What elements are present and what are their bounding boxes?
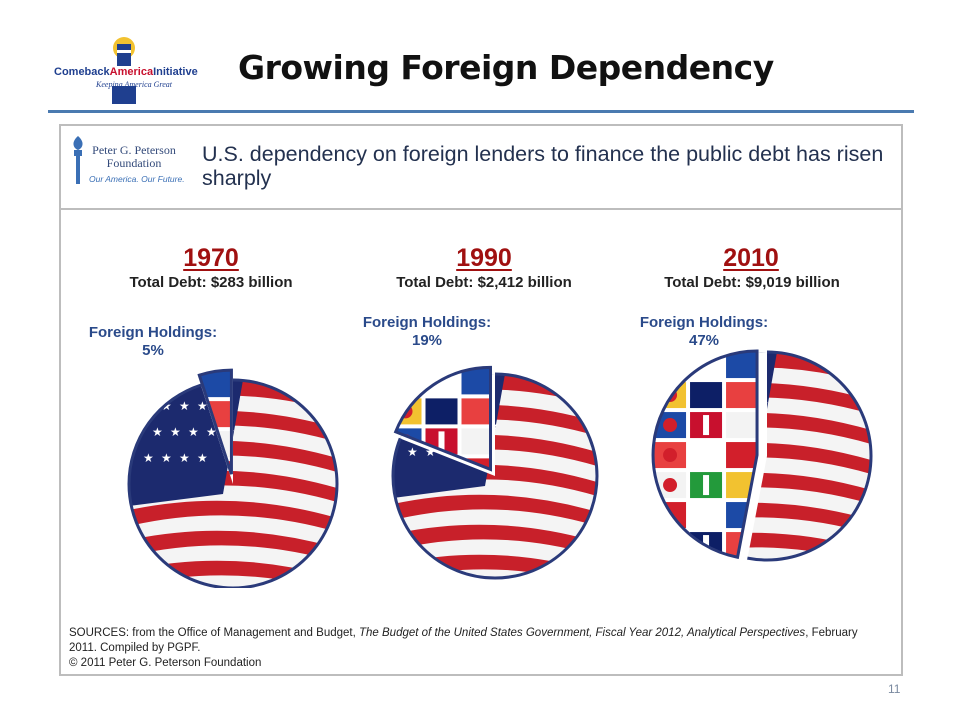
sources-title: The Budget of the United States Governme… (359, 627, 806, 639)
svg-text:★: ★ (188, 425, 199, 439)
svg-text:★: ★ (407, 445, 418, 459)
foreign-pct-2010: 47% (688, 332, 720, 349)
pie-rim (127, 378, 339, 588)
foreign-holdings-2010: Foreign Holdings: 47% (624, 314, 784, 350)
svg-text:★: ★ (161, 399, 172, 413)
foreign-pct-1970: 5% (142, 342, 164, 359)
copyright: © 2011 Peter G. Peterson Foundation (69, 657, 262, 669)
figure-headline: U.S. dependency on foreign lenders to fi… (202, 142, 884, 190)
pgpf-logo: Peter G. Peterson Foundation Our America… (65, 132, 185, 192)
foreign-label-1970: Foreign Holdings: (88, 324, 218, 341)
svg-text:★: ★ (206, 425, 217, 439)
svg-text:★: ★ (179, 451, 190, 465)
foreign-pct-1990: 19% (411, 332, 443, 349)
svg-text:★: ★ (161, 451, 172, 465)
figure-header: Peter G. Peterson Foundation Our America… (61, 126, 901, 210)
pie-rim (661, 350, 873, 562)
year-2010: 2010 (723, 244, 779, 272)
sources-note: SOURCES: from the Office of Management a… (69, 626, 879, 671)
svg-text:★: ★ (197, 399, 208, 413)
torch-icon (73, 136, 83, 184)
svg-text:★: ★ (197, 451, 208, 465)
logo-tagline: Keeping America Great (96, 80, 172, 89)
svg-text:★: ★ (143, 451, 154, 465)
total-debt-1970: Total Debt: $283 billion (129, 274, 293, 291)
sources-tail: , February 2011. Compiled by PGPF. (69, 627, 858, 654)
sources-label: SOURCES: from the Office of Management a… (69, 627, 356, 639)
year-1990: 1990 (456, 244, 512, 272)
pgpf-name: Peter G. Peterson Foundation (92, 143, 176, 170)
figure-panel: Peter G. Peterson Foundation Our America… (59, 124, 903, 676)
foreign-label-1990: Foreign Holdings: (362, 314, 492, 331)
pgpf-motto: Our America. Our Future. (89, 174, 185, 184)
svg-text:★: ★ (143, 399, 154, 413)
pie-2010: ★★★★★★★★★★★★★★ (651, 349, 873, 562)
logo-brand: ComebackAmericaInitiative (54, 66, 198, 78)
pie-1970: ★★★★★★★★★★★★★★ (127, 368, 339, 588)
foreign-slice-outline (651, 349, 759, 559)
foreign-slice-outline (197, 368, 233, 475)
total-debt-2010: Total Debt: $9,019 billion (664, 274, 840, 291)
pie-1990: ★★★★★★★★★★★★★★ (391, 365, 599, 580)
total-debt-1990: Total Debt: $2,412 billion (396, 274, 572, 291)
svg-text:★: ★ (179, 399, 190, 413)
foreign-holdings-1990: Foreign Holdings: 19% (347, 314, 507, 350)
lighthouse-icon (112, 37, 136, 104)
foreign-label-2010: Foreign Holdings: (639, 314, 769, 331)
year-1970: 1970 (183, 244, 239, 272)
page-number: 11 (888, 682, 901, 696)
svg-text:★: ★ (170, 425, 181, 439)
svg-text:★: ★ (152, 425, 163, 439)
svg-text:★: ★ (425, 445, 436, 459)
pie-rim (391, 372, 599, 580)
foreign-slice-outline (393, 365, 493, 472)
slide-title: Growing Foreign Dependency (238, 48, 774, 87)
comeback-america-logo: ComebackAmericaInitiative Keeping Americ… (50, 34, 200, 104)
title-divider (48, 110, 914, 113)
foreign-holdings-1970: Foreign Holdings: 5% (73, 324, 233, 360)
